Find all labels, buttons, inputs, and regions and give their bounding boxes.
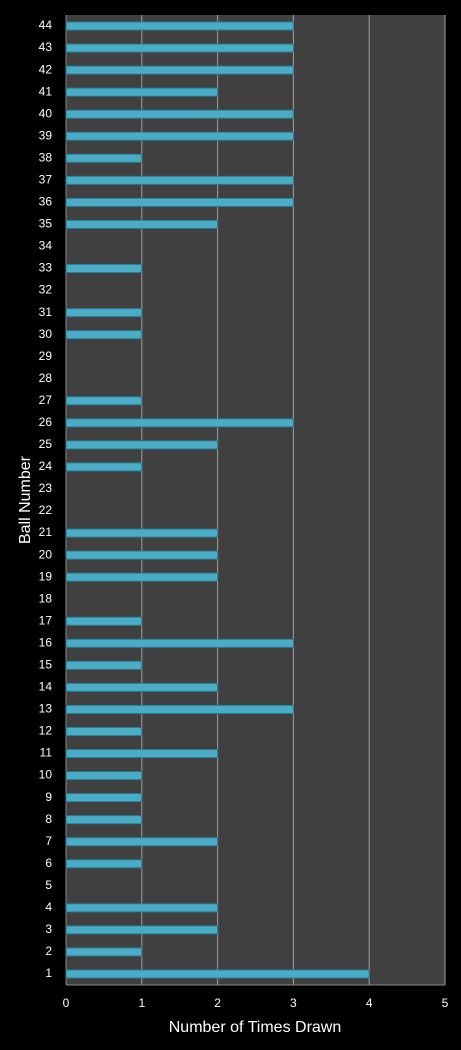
bar bbox=[65, 925, 219, 935]
bar bbox=[65, 131, 294, 141]
bar bbox=[65, 859, 143, 869]
y-tick-label: 35 bbox=[39, 217, 53, 231]
y-tick-label: 29 bbox=[39, 349, 53, 363]
y-tick-label: 30 bbox=[39, 327, 53, 341]
y-tick-label: 17 bbox=[39, 613, 53, 627]
bar bbox=[65, 947, 143, 957]
y-tick-label: 18 bbox=[39, 591, 53, 605]
y-tick-label: 27 bbox=[39, 393, 53, 407]
y-axis-title: Ball Number bbox=[17, 455, 34, 544]
bar bbox=[65, 572, 219, 582]
y-tick-label: 13 bbox=[39, 702, 53, 716]
bar bbox=[65, 682, 219, 692]
bar bbox=[65, 616, 143, 626]
y-tick-label: 42 bbox=[39, 62, 53, 76]
y-tick-label: 34 bbox=[39, 239, 53, 253]
bar bbox=[65, 197, 294, 207]
y-tick-label: 12 bbox=[39, 724, 53, 738]
bar bbox=[65, 153, 143, 163]
bar bbox=[65, 704, 294, 714]
y-tick-label: 10 bbox=[39, 768, 53, 782]
x-tick-label: 2 bbox=[214, 996, 221, 1010]
bar bbox=[65, 837, 219, 847]
y-tick-label: 21 bbox=[39, 525, 53, 539]
y-tick-label: 33 bbox=[39, 261, 53, 275]
bar bbox=[65, 969, 370, 979]
bar bbox=[65, 749, 219, 759]
bar bbox=[65, 528, 219, 538]
y-tick-label: 2 bbox=[45, 944, 52, 958]
y-tick-label: 22 bbox=[39, 503, 53, 517]
bar bbox=[65, 219, 219, 229]
y-tick-label: 9 bbox=[45, 790, 52, 804]
y-tick-label: 26 bbox=[39, 415, 53, 429]
y-tick-label: 8 bbox=[45, 812, 52, 826]
y-tick-label: 3 bbox=[45, 922, 52, 936]
bar bbox=[65, 660, 143, 670]
bar bbox=[65, 462, 143, 472]
bar bbox=[65, 815, 143, 825]
bar bbox=[65, 264, 143, 274]
bar bbox=[65, 109, 294, 119]
y-tick-label: 28 bbox=[39, 371, 53, 385]
y-tick-label: 37 bbox=[39, 173, 53, 187]
bar bbox=[65, 550, 219, 560]
bar bbox=[65, 65, 294, 75]
bar bbox=[65, 793, 143, 803]
y-tick-label: 25 bbox=[39, 437, 53, 451]
y-tick-label: 40 bbox=[39, 106, 53, 120]
bar bbox=[65, 396, 143, 406]
y-tick-label: 16 bbox=[39, 635, 53, 649]
y-tick-label: 19 bbox=[39, 569, 53, 583]
y-tick-label: 38 bbox=[39, 150, 53, 164]
y-tick-label: 11 bbox=[40, 746, 53, 760]
y-tick-label: 14 bbox=[39, 680, 53, 694]
bar bbox=[65, 43, 294, 53]
bar bbox=[65, 308, 143, 318]
y-tick-label: 6 bbox=[45, 856, 52, 870]
x-axis-title: Number of Times Drawn bbox=[169, 1019, 342, 1036]
y-tick-label: 36 bbox=[39, 195, 53, 209]
bar bbox=[65, 175, 294, 185]
y-tick-label: 24 bbox=[39, 459, 53, 473]
bar bbox=[65, 418, 294, 428]
y-tick-label: 44 bbox=[39, 18, 53, 32]
bar bbox=[65, 903, 219, 913]
x-tick-label: 4 bbox=[366, 996, 373, 1010]
x-tick-label: 0 bbox=[63, 996, 70, 1010]
y-tick-label: 41 bbox=[39, 84, 53, 98]
y-tick-label: 5 bbox=[45, 878, 52, 892]
y-tick-label: 43 bbox=[39, 40, 53, 54]
bar bbox=[65, 726, 143, 736]
bar bbox=[65, 21, 294, 31]
x-tick-label: 1 bbox=[138, 996, 145, 1010]
y-tick-label: 1 bbox=[45, 966, 52, 980]
bar bbox=[65, 87, 219, 97]
y-tick-label: 31 bbox=[39, 305, 53, 319]
bar bbox=[65, 440, 219, 450]
x-tick-label: 5 bbox=[442, 996, 449, 1010]
bar bbox=[65, 638, 294, 648]
bar bbox=[65, 330, 143, 340]
y-tick-label: 39 bbox=[39, 128, 53, 142]
y-tick-label: 4 bbox=[45, 900, 52, 914]
x-tick-label: 3 bbox=[290, 996, 297, 1010]
y-tick-label: 15 bbox=[39, 658, 53, 672]
bar bbox=[65, 771, 143, 781]
y-tick-label: 23 bbox=[39, 481, 53, 495]
y-tick-label: 20 bbox=[39, 547, 53, 561]
y-tick-label: 32 bbox=[39, 283, 53, 297]
y-tick-label: 7 bbox=[45, 834, 52, 848]
